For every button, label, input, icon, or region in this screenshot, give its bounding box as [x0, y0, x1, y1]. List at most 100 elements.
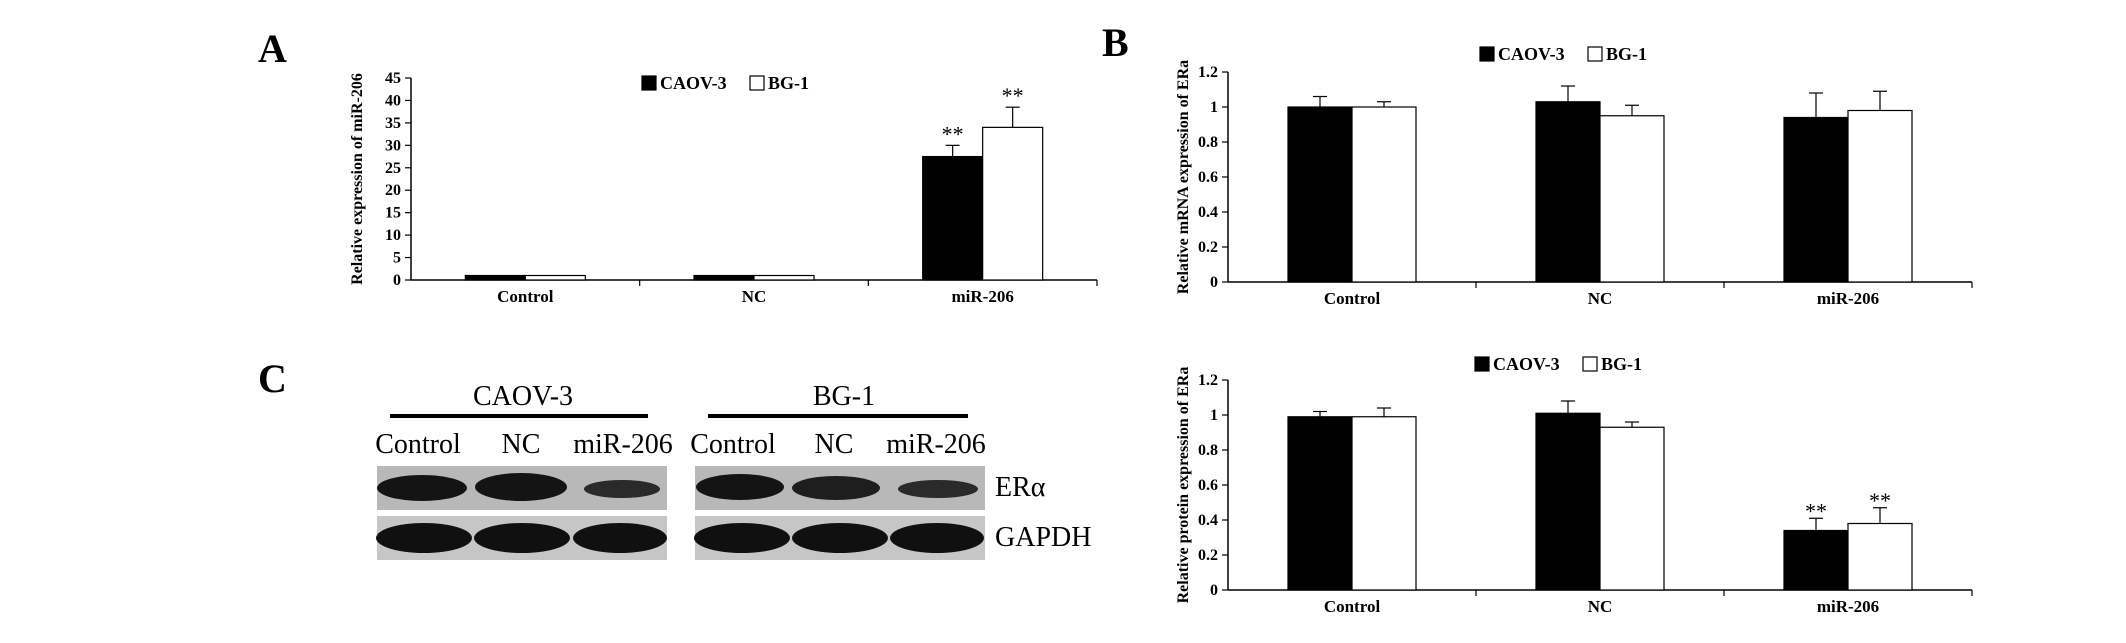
legend-label: BG-1	[768, 73, 809, 93]
blot-band-gapdh-caov3-mir206	[573, 523, 667, 553]
blot-group-caov3: CAOV-3	[473, 381, 573, 412]
significance-marker: **	[1002, 83, 1024, 108]
y-tick-label: 0.8	[1198, 442, 1218, 459]
western-blot: CAOV-3 BG-1 Control NC miR-206 Control N…	[375, 381, 1091, 560]
bar	[464, 274, 526, 281]
y-tick-label: 1.2	[1198, 64, 1218, 81]
bar	[1847, 522, 1913, 591]
blot-band-gapdh-bg1-mir206	[890, 523, 984, 553]
bar	[1535, 412, 1601, 591]
y-tick-label: 1	[1210, 99, 1218, 116]
y-tick-label: 40	[385, 92, 401, 109]
chart-b-mrna: 0 0.2 0.4 0.6 0.8 1 1.2 Control NC miR-206 Relativ…	[1175, 44, 1973, 308]
blot-group-bg1: BG-1	[813, 381, 875, 412]
legend-label: CAOV-3	[1493, 354, 1560, 374]
blot-lane-nc-2: NC	[815, 429, 854, 460]
bar	[753, 274, 815, 281]
x-category-label: miR-206	[1817, 597, 1879, 616]
y-tick-label: 10	[385, 227, 401, 244]
y-axis-label: Relative expression of miR-206	[349, 73, 366, 285]
y-tick-label: 45	[385, 70, 401, 87]
blot-lane-mir206-1: miR-206	[573, 429, 673, 460]
y-tick-label: 0.4	[1198, 204, 1218, 221]
bar	[1351, 416, 1417, 591]
x-category-label: NC	[1588, 597, 1613, 616]
bar	[1599, 115, 1665, 283]
bar	[1783, 116, 1849, 283]
bar	[1847, 109, 1913, 283]
y-tick-label: 30	[385, 137, 401, 154]
panel-letter-a: A	[258, 26, 287, 71]
significance-marker: **	[1805, 498, 1827, 523]
y-tick-label: 0.2	[1198, 239, 1218, 256]
y-tick-label: 1.2	[1198, 372, 1218, 389]
legend-swatch	[1474, 356, 1490, 372]
panel-letter-b: B	[1102, 20, 1129, 65]
blot-band-gapdh-bg1-nc	[792, 523, 888, 553]
y-tick-label: 0	[1210, 582, 1218, 599]
x-category-label: Control	[1324, 289, 1381, 308]
y-tick-label: 0.2	[1198, 547, 1218, 564]
legend-label: CAOV-3	[1498, 44, 1565, 64]
blot-lane-nc-1: NC	[502, 429, 541, 460]
blot-band-era-bg1-mir206	[898, 480, 978, 498]
x-category-label: Control	[1324, 597, 1381, 616]
bar	[1783, 529, 1849, 591]
y-tick-label: 20	[385, 182, 401, 199]
y-tick-label: 0.6	[1198, 169, 1218, 186]
blot-band-gapdh-caov3-control	[376, 523, 472, 553]
legend-label: BG-1	[1601, 354, 1642, 374]
bar	[982, 126, 1044, 281]
x-category-label: Control	[497, 287, 554, 306]
blot-band-era-caov3-control	[377, 475, 467, 501]
y-tick-label: 0.4	[1198, 512, 1218, 529]
y-tick-label: 0.6	[1198, 477, 1218, 494]
x-category-label: NC	[1588, 289, 1613, 308]
chart-a: 0 5 10 15 20 25 30 35 40 45 Control NC miR-206 ** ** Re…	[349, 70, 1098, 306]
y-tick-label: 5	[393, 250, 401, 267]
blot-band-era-bg1-control	[696, 474, 784, 500]
chart-b-protein: 0 0.2 0.4 0.6 0.8 1 1.2 Control NC miR-206 ** ** Rel…	[1175, 354, 1973, 616]
bar	[1287, 106, 1353, 283]
y-axis-label: Relative protein expression of ERa	[1175, 367, 1192, 604]
y-tick-label: 1	[1210, 407, 1218, 424]
blot-band-era-caov3-mir206	[584, 480, 660, 498]
bar	[1287, 416, 1353, 591]
y-axis-label: Relative mRNA expression of ERa	[1175, 60, 1192, 294]
y-tick-label: 15	[385, 205, 401, 222]
y-tick-label: 0	[393, 272, 401, 289]
bar	[1599, 426, 1665, 591]
legend-swatch	[749, 75, 765, 91]
x-category-label: miR-206	[952, 287, 1014, 306]
significance-marker: **	[1869, 488, 1891, 513]
bar	[922, 155, 984, 281]
legend-swatch	[1479, 46, 1495, 62]
legend-swatch	[1587, 46, 1603, 62]
blot-band-era-caov3-nc	[475, 473, 567, 501]
legend-swatch	[641, 75, 657, 91]
bar	[1351, 106, 1417, 283]
x-category-label: NC	[742, 287, 767, 306]
bar	[524, 274, 586, 281]
significance-marker: **	[942, 121, 964, 146]
y-tick-label: 35	[385, 115, 401, 132]
legend-label: BG-1	[1606, 44, 1647, 64]
blot-lane-control-2: Control	[690, 429, 776, 460]
legend-swatch	[1582, 356, 1598, 372]
y-tick-label: 25	[385, 160, 401, 177]
blot-band-gapdh-bg1-control	[694, 523, 790, 553]
panel-letter-c: C	[258, 356, 287, 401]
bar	[693, 274, 755, 281]
y-tick-label: 0.8	[1198, 134, 1218, 151]
blot-lane-mir206-2: miR-206	[886, 429, 986, 460]
blot-band-era-bg1-nc	[792, 476, 880, 500]
blot-band-gapdh-caov3-nc	[474, 523, 570, 553]
blot-lane-control-1: Control	[375, 429, 461, 460]
bar	[1535, 101, 1601, 283]
blot-row-label-gapdh: GAPDH	[995, 522, 1091, 553]
y-tick-label: 0	[1210, 274, 1218, 291]
x-category-label: miR-206	[1817, 289, 1879, 308]
blot-row-label-era: ERα	[995, 472, 1046, 503]
legend-label: CAOV-3	[660, 73, 727, 93]
